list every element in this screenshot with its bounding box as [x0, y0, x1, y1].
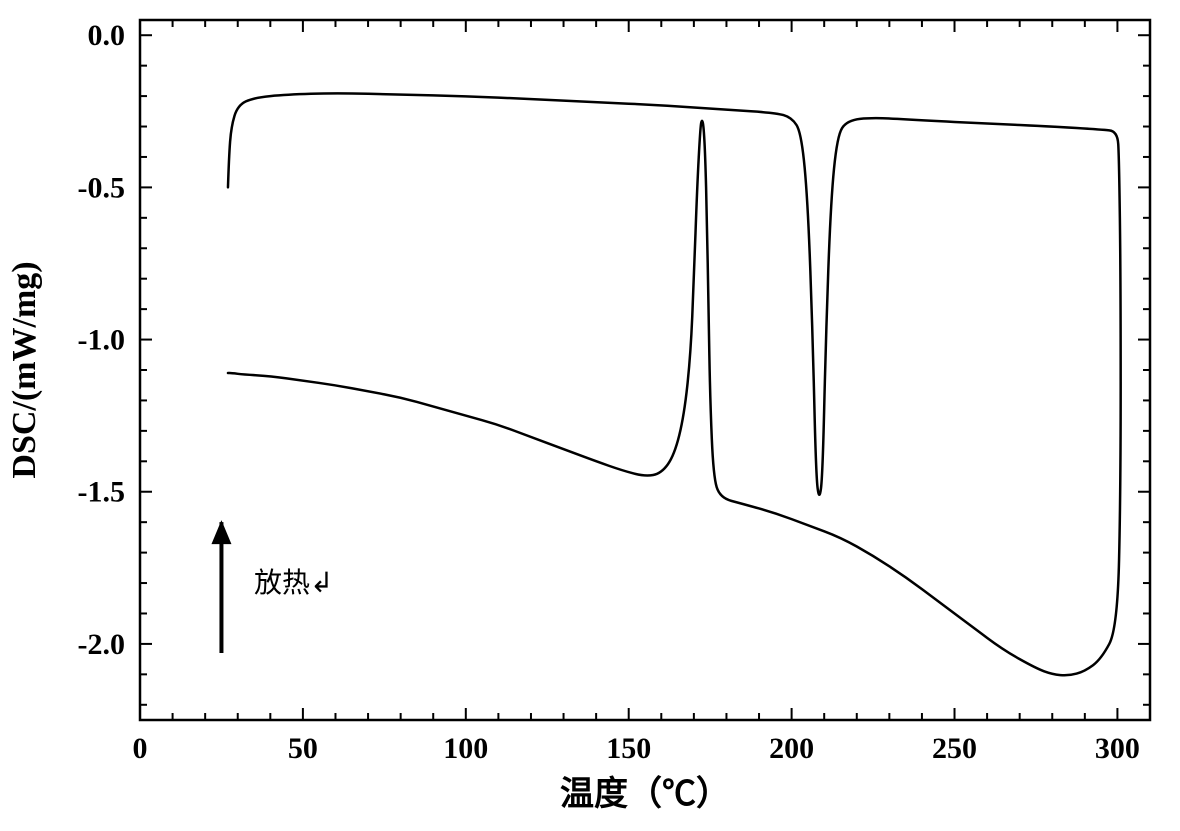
y-tick-label: 0.0 — [88, 19, 126, 52]
x-tick-label: 200 — [769, 732, 814, 765]
x-tick-label: 50 — [288, 732, 318, 765]
exo-label: 放热↲ — [254, 567, 333, 599]
x-tick-label: 0 — [133, 732, 148, 765]
x-tick-label: 100 — [443, 732, 488, 765]
y-tick-label: -2.0 — [78, 628, 126, 661]
x-tick-label: 250 — [932, 732, 977, 765]
chart-svg: 0 50 100 150 200 250 300 温度（℃） 0.0 -0.5 -1.0 -1.5 -2… — [0, 0, 1180, 831]
x-tick-label: 150 — [606, 732, 651, 765]
dsc-chart: 0 50 100 150 200 250 300 温度（℃） 0.0 -0.5 -1.0 -1.5 -2… — [0, 0, 1180, 831]
x-axis-title: 温度（℃） — [560, 774, 730, 813]
y-axis-title: DSC/(mW/mg) — [6, 261, 43, 478]
y-tick-label: -0.5 — [78, 171, 126, 204]
y-tick-label: -1.0 — [78, 324, 126, 357]
y-tick-label: -1.5 — [78, 476, 126, 509]
x-tick-label: 300 — [1095, 732, 1140, 765]
